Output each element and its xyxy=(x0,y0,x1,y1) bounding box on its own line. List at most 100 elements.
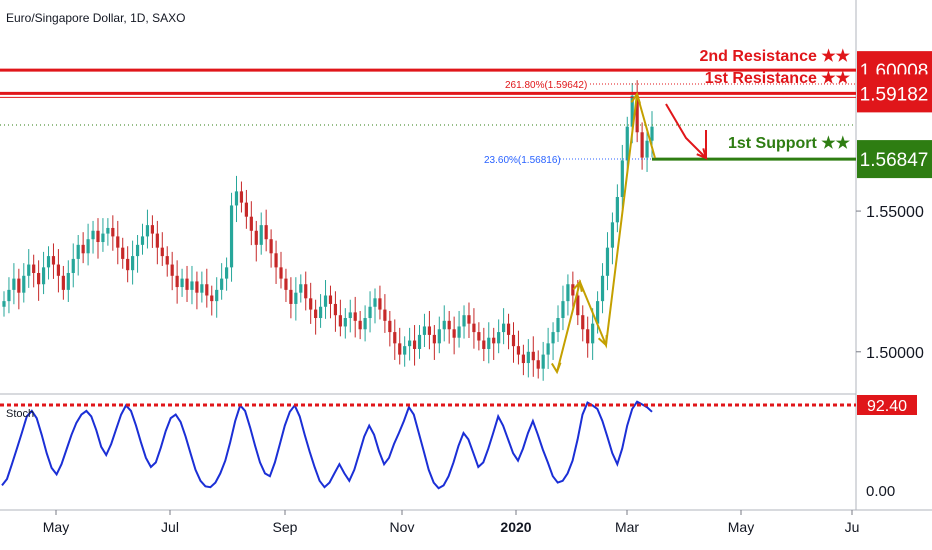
candle-body xyxy=(477,332,481,341)
candle-body xyxy=(348,312,352,319)
level-label: 1st Support ★★ xyxy=(728,135,851,152)
stoch-marker-text: 92.40 xyxy=(867,398,907,415)
candle xyxy=(239,181,244,213)
candle xyxy=(398,327,402,365)
candle-body xyxy=(323,295,328,307)
time-tick-label: Jul xyxy=(161,519,179,535)
candle xyxy=(566,274,570,316)
candle-body xyxy=(7,289,11,302)
candle xyxy=(140,223,145,255)
candle-body xyxy=(531,351,535,361)
candle xyxy=(106,218,110,246)
candle-body xyxy=(620,160,624,197)
candle-body xyxy=(309,298,313,310)
candle xyxy=(506,313,511,350)
candle xyxy=(323,280,328,319)
candle xyxy=(135,234,140,273)
candle xyxy=(126,246,130,283)
candle-body xyxy=(318,306,323,319)
candle xyxy=(86,223,90,266)
candle xyxy=(571,271,575,313)
candle-body xyxy=(338,315,342,327)
candle xyxy=(205,268,209,308)
candle xyxy=(234,175,239,223)
price-pane xyxy=(2,80,654,381)
price-tick-label: 1.50000 xyxy=(866,345,924,362)
candle xyxy=(417,325,422,359)
candle xyxy=(12,263,16,305)
candle-body xyxy=(383,309,387,321)
candle-body xyxy=(388,320,392,333)
candle xyxy=(531,336,535,377)
candle-body xyxy=(541,354,545,369)
candle-body xyxy=(91,230,95,240)
candle xyxy=(497,319,501,354)
candle-body xyxy=(155,233,159,248)
candle xyxy=(482,327,486,362)
candle-body xyxy=(442,320,446,330)
candle xyxy=(526,339,530,378)
candle xyxy=(41,251,46,295)
candle xyxy=(393,319,397,360)
candle xyxy=(645,128,649,172)
candle xyxy=(116,220,120,265)
candle-body xyxy=(432,334,436,344)
candle xyxy=(249,201,253,246)
candle xyxy=(111,215,115,251)
candle-body xyxy=(274,253,278,268)
candle xyxy=(284,268,288,302)
candle-body xyxy=(116,236,120,248)
candle-body xyxy=(506,323,511,335)
candle xyxy=(427,310,432,350)
level-badge xyxy=(857,74,932,113)
candle-body xyxy=(165,256,169,265)
candle xyxy=(160,232,164,266)
candle xyxy=(477,322,481,351)
candle-body xyxy=(368,306,372,319)
candle-body xyxy=(566,284,570,302)
candle-body xyxy=(205,284,209,296)
candle-body xyxy=(160,247,164,257)
fib-label: 261.80%(1.59642) xyxy=(505,80,587,91)
candle-body xyxy=(150,225,154,234)
candle-body xyxy=(482,340,486,349)
level-label: 1st Resistance ★★ xyxy=(705,70,851,87)
candle xyxy=(195,271,199,310)
candle-body xyxy=(546,343,550,355)
candle xyxy=(17,268,21,310)
candle xyxy=(343,308,347,339)
candle xyxy=(600,263,605,314)
candle xyxy=(462,305,466,339)
stoch-line xyxy=(1,400,653,490)
candle-body xyxy=(269,239,273,254)
candle xyxy=(101,218,105,252)
candle-body xyxy=(581,315,585,330)
candle-body xyxy=(417,334,422,349)
candle xyxy=(81,232,85,264)
candle xyxy=(145,209,150,249)
candle xyxy=(556,305,560,342)
candle xyxy=(96,218,100,259)
candle-body xyxy=(294,292,298,304)
swing-arrowhead xyxy=(572,279,583,293)
level-label: 2nd Resistance ★★ xyxy=(699,48,850,65)
candle-body xyxy=(561,301,565,319)
candle-body xyxy=(526,351,530,364)
candle-body xyxy=(393,332,397,344)
candle xyxy=(318,294,323,328)
candle xyxy=(200,271,204,303)
fib-label: 23.60%(1.56816) xyxy=(484,155,561,166)
candle xyxy=(472,308,476,349)
candle xyxy=(46,246,51,280)
time-tick-label: May xyxy=(728,519,754,535)
candle xyxy=(220,263,224,300)
candle xyxy=(32,254,36,288)
swing-arrowhead xyxy=(550,362,562,375)
candle-body xyxy=(343,318,347,327)
candle-body xyxy=(32,264,36,273)
level-badge xyxy=(857,140,932,179)
candle xyxy=(91,220,95,254)
time-tick-label: Nov xyxy=(390,519,415,535)
candle-body xyxy=(56,264,61,276)
candle-body xyxy=(462,315,466,327)
